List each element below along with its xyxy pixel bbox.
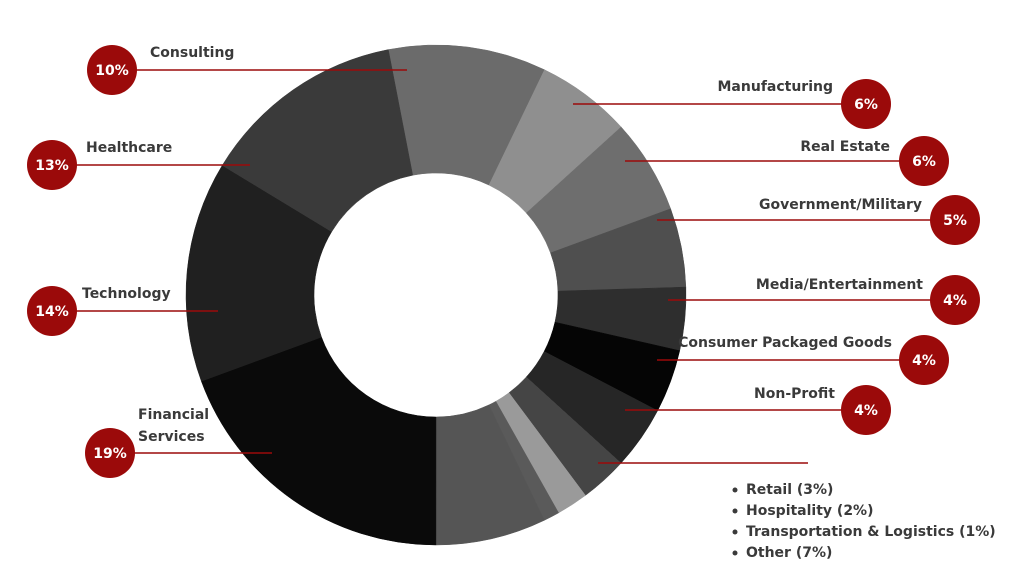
donut-slice [201,336,437,546]
list-item: Retail (3%) [746,482,833,498]
value-badge [930,195,980,245]
value-badge [841,79,891,129]
list-item: Transportation & Logistics (1%) [746,524,996,540]
value-badge [899,136,949,186]
list-item: Other (7%) [746,545,832,561]
category-label: Technology [82,286,171,302]
category-label: Real Estate [800,139,890,155]
value-label: 10% [95,63,129,79]
donut-slice [185,164,333,382]
value-badge [85,428,135,478]
category-label: Healthcare [86,140,172,156]
value-badge [87,45,137,95]
category-label: Media/Entertainment [756,277,923,293]
category-label: Manufacturing [718,79,834,95]
value-badge [27,286,77,336]
list-item: Hospitality (2%) [746,503,873,519]
value-label: 5% [943,213,967,229]
bullet [732,487,738,493]
value-badge [899,335,949,385]
value-badge [841,385,891,435]
bullet [732,508,738,514]
category-label: Non-Profit [754,386,835,402]
value-label: 4% [854,403,878,419]
value-label: 4% [912,353,936,369]
bullet [732,550,738,556]
value-label: 19% [93,446,127,462]
value-label: 13% [35,158,69,174]
donut-slice [221,49,414,233]
value-label: 6% [912,154,936,170]
value-label: 6% [854,97,878,113]
category-label: Consumer Packaged Goods [678,335,892,351]
value-badge [27,140,77,190]
bullet [732,529,738,535]
value-badge [930,275,980,325]
category-label: Government/Military [759,197,922,213]
category-label: Consulting [150,45,234,61]
value-label: 14% [35,304,69,320]
category-label: Financial Services [138,407,209,445]
value-label: 4% [943,293,967,309]
